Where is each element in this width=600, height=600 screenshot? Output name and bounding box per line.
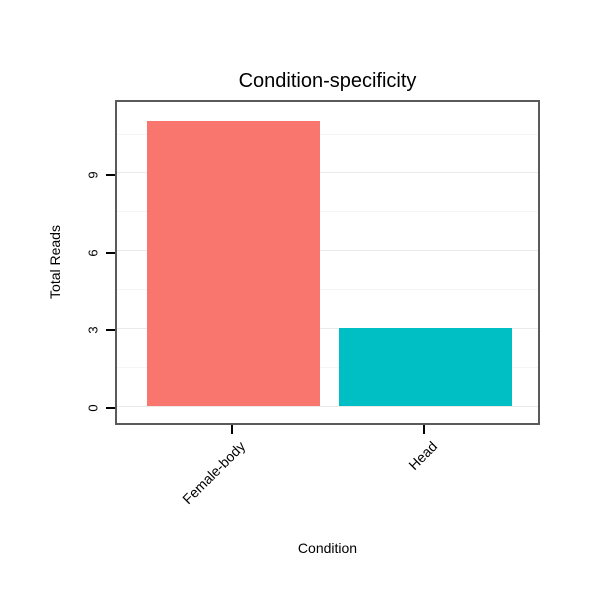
x-tick-mark [230, 425, 233, 434]
gridline-minor [117, 366, 538, 368]
gridline-minor [117, 211, 538, 213]
y-tick-mark [106, 329, 115, 332]
plot-area [115, 100, 540, 425]
y-tick-mark [106, 407, 115, 409]
x-axis-title: Condition [297, 540, 358, 556]
y-tick-label: 0 [85, 404, 101, 412]
x-tick-mark [422, 425, 425, 434]
y-tick-label: 6 [85, 248, 101, 257]
bar-head [339, 328, 512, 406]
gridline-major [117, 172, 538, 174]
y-tick-label: 3 [85, 326, 101, 334]
bar-female-body [147, 121, 320, 406]
x-category-label: Head [404, 438, 440, 473]
chart-title: Condition-specificity [238, 70, 417, 92]
y-tick-label: 9 [85, 171, 101, 179]
gridline-minor [117, 288, 538, 290]
y-tick-mark [106, 173, 115, 176]
gridline-major [117, 327, 538, 329]
y-axis-title: Total Reads [47, 225, 63, 299]
gridline-major [117, 405, 538, 407]
y-tick-mark [106, 251, 115, 254]
x-category-label: Female-body [178, 438, 248, 508]
gridline-major [117, 250, 538, 252]
gridline-minor [117, 133, 538, 135]
